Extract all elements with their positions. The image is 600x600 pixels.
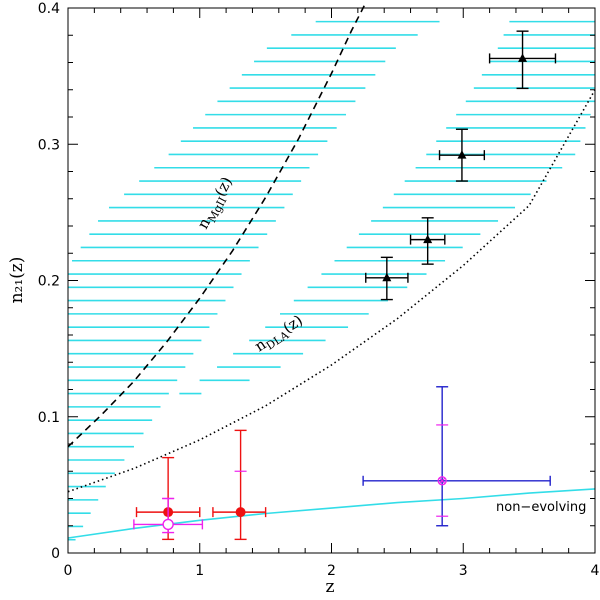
y-axis-label: n₂₁(z): [7, 257, 27, 304]
x-tick-label: 0: [64, 563, 73, 579]
y-tick-label: 0.4: [38, 1, 60, 17]
data-point-filled-circle: [235, 507, 246, 518]
y-tick-label: 0.2: [38, 274, 60, 290]
x-tick-label: 4: [591, 563, 600, 579]
mgii-curve-label: nMgII(z): [194, 174, 239, 234]
data-point-triangle: [457, 150, 467, 159]
curve-mgii: [67, 4, 366, 448]
x-tick-label: 3: [459, 563, 468, 579]
data-point-cross-circle: [437, 476, 447, 486]
data-points: [133, 30, 557, 541]
data-point-triangle: [382, 272, 392, 282]
x-tick-label: 1: [195, 563, 204, 579]
x-axis-label: z: [326, 577, 335, 597]
non-evolving-label: non−evolving: [496, 500, 586, 515]
axes: 0 1 2 3 4 0 0.1 0.2 0.3 0.4: [38, 1, 600, 579]
curve-non-evolving: [67, 488, 596, 539]
shaded-bands: [68, 20, 595, 541]
x-tick-label: 2: [327, 563, 336, 579]
y-tick-label: 0: [51, 546, 60, 562]
plot-frame: [67, 7, 596, 554]
model-curves: [67, 4, 596, 539]
y-tick-label: 0.3: [38, 137, 60, 153]
data-point-triangle: [423, 234, 433, 244]
dla-curve-label: nDLA(z): [251, 311, 307, 358]
data-point-cross: [438, 477, 446, 485]
data-point-open-circle: [162, 518, 174, 531]
y-tick-label: 0.1: [38, 410, 60, 426]
data-point-triangle: [518, 53, 528, 62]
curve-dla: [67, 89, 596, 493]
